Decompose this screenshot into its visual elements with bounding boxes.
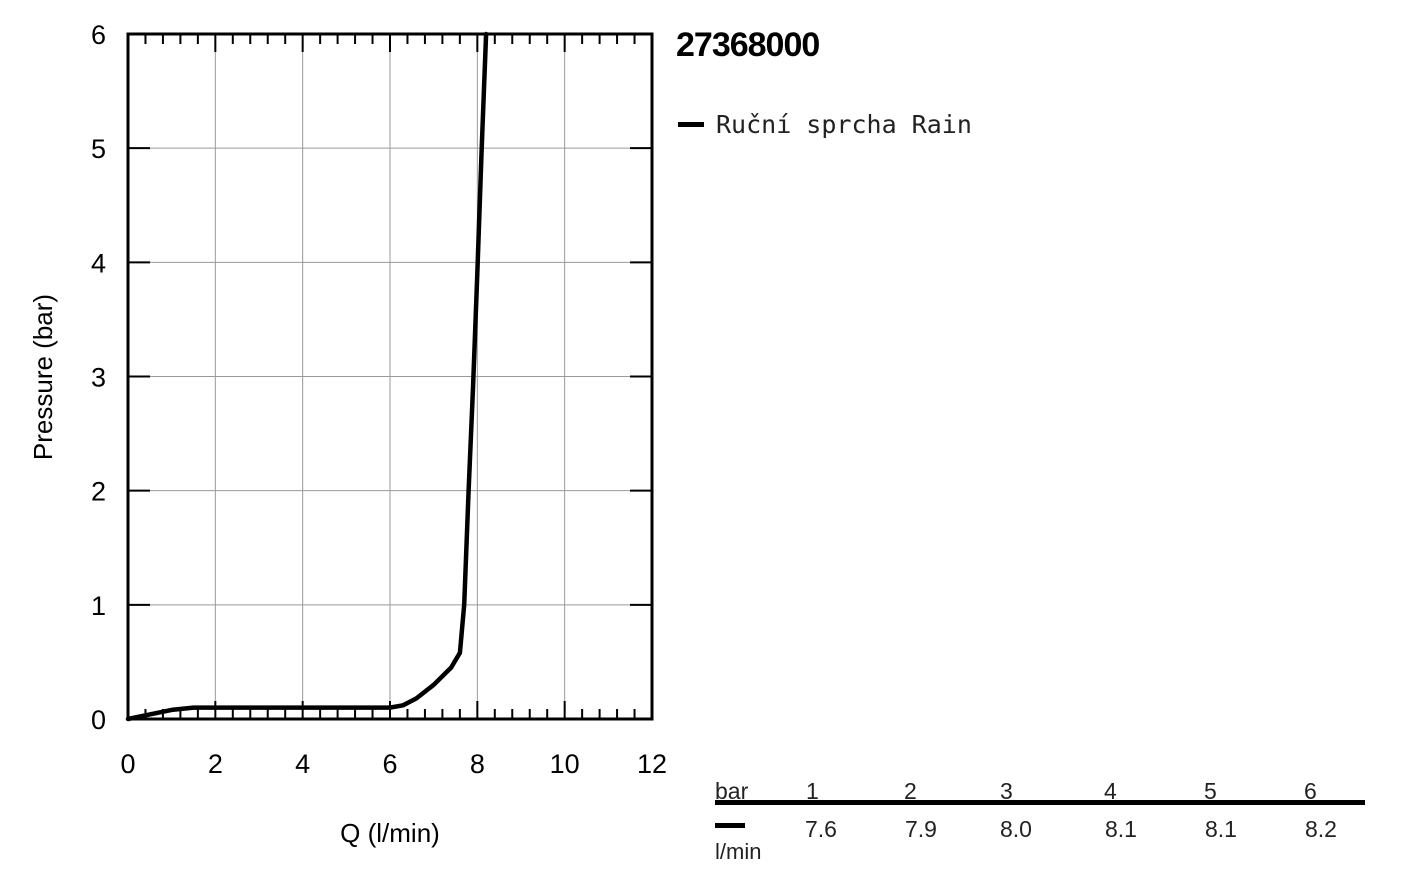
table-pressure-5: 5 [1204, 778, 1217, 804]
table-header-rule [715, 800, 1365, 805]
chart-legend: Ruční sprcha Rain [678, 110, 972, 139]
legend-series-label: Ruční sprcha Rain [716, 110, 972, 139]
y-tick-label: 3 [91, 363, 106, 393]
table-pressure-2: 2 [904, 778, 917, 804]
table-pressure-4: 4 [1104, 778, 1117, 804]
chart-grid [128, 34, 652, 719]
table-flow-2: 7.9 [905, 816, 937, 842]
x-tick-label: 6 [382, 749, 397, 779]
table-pressure-6: 6 [1304, 778, 1317, 804]
x-tick-label: 0 [120, 749, 135, 779]
plot-frame [126, 32, 654, 721]
table-flow-4: 8.1 [1105, 816, 1137, 842]
table-series-swatch [715, 823, 745, 828]
x-tick-label: 4 [295, 749, 310, 779]
y-tick-label: 4 [91, 248, 106, 278]
x-tick-label: 10 [550, 749, 580, 779]
table-header-label: bar [715, 778, 749, 804]
x-tick-label: 2 [208, 749, 223, 779]
x-tick-label: 12 [637, 749, 667, 779]
series-line [125, 31, 489, 722]
x-tick-label: 8 [470, 749, 485, 779]
table-unit-label: l/min [715, 839, 762, 864]
y-tick-label: 6 [91, 20, 106, 50]
y-axis-label: Pressure (bar) [28, 294, 58, 460]
table-flow-6: 8.2 [1305, 816, 1337, 842]
y-tick-label: 1 [91, 591, 106, 621]
y-tick-label: 2 [91, 477, 106, 507]
table-flow-5: 8.1 [1205, 816, 1237, 842]
x-axis-label: Q (l/min) [340, 818, 440, 848]
product-code-title: 27368000 [676, 26, 820, 64]
table-flow-3: 8.0 [1000, 816, 1032, 842]
table-flow-1: 7.6 [805, 816, 837, 842]
flow-rate-table: bar 1 2 3 4 5 6 7.6 7.9 8.0 8.1 8.1 8.2 … [715, 772, 1365, 872]
table-pressure-3: 3 [1000, 778, 1013, 804]
chart-series [125, 31, 489, 722]
legend-swatch [678, 122, 704, 127]
y-tick-label: 0 [91, 705, 106, 735]
y-tick-label: 5 [91, 134, 106, 164]
table-pressure-1: 1 [806, 778, 819, 804]
